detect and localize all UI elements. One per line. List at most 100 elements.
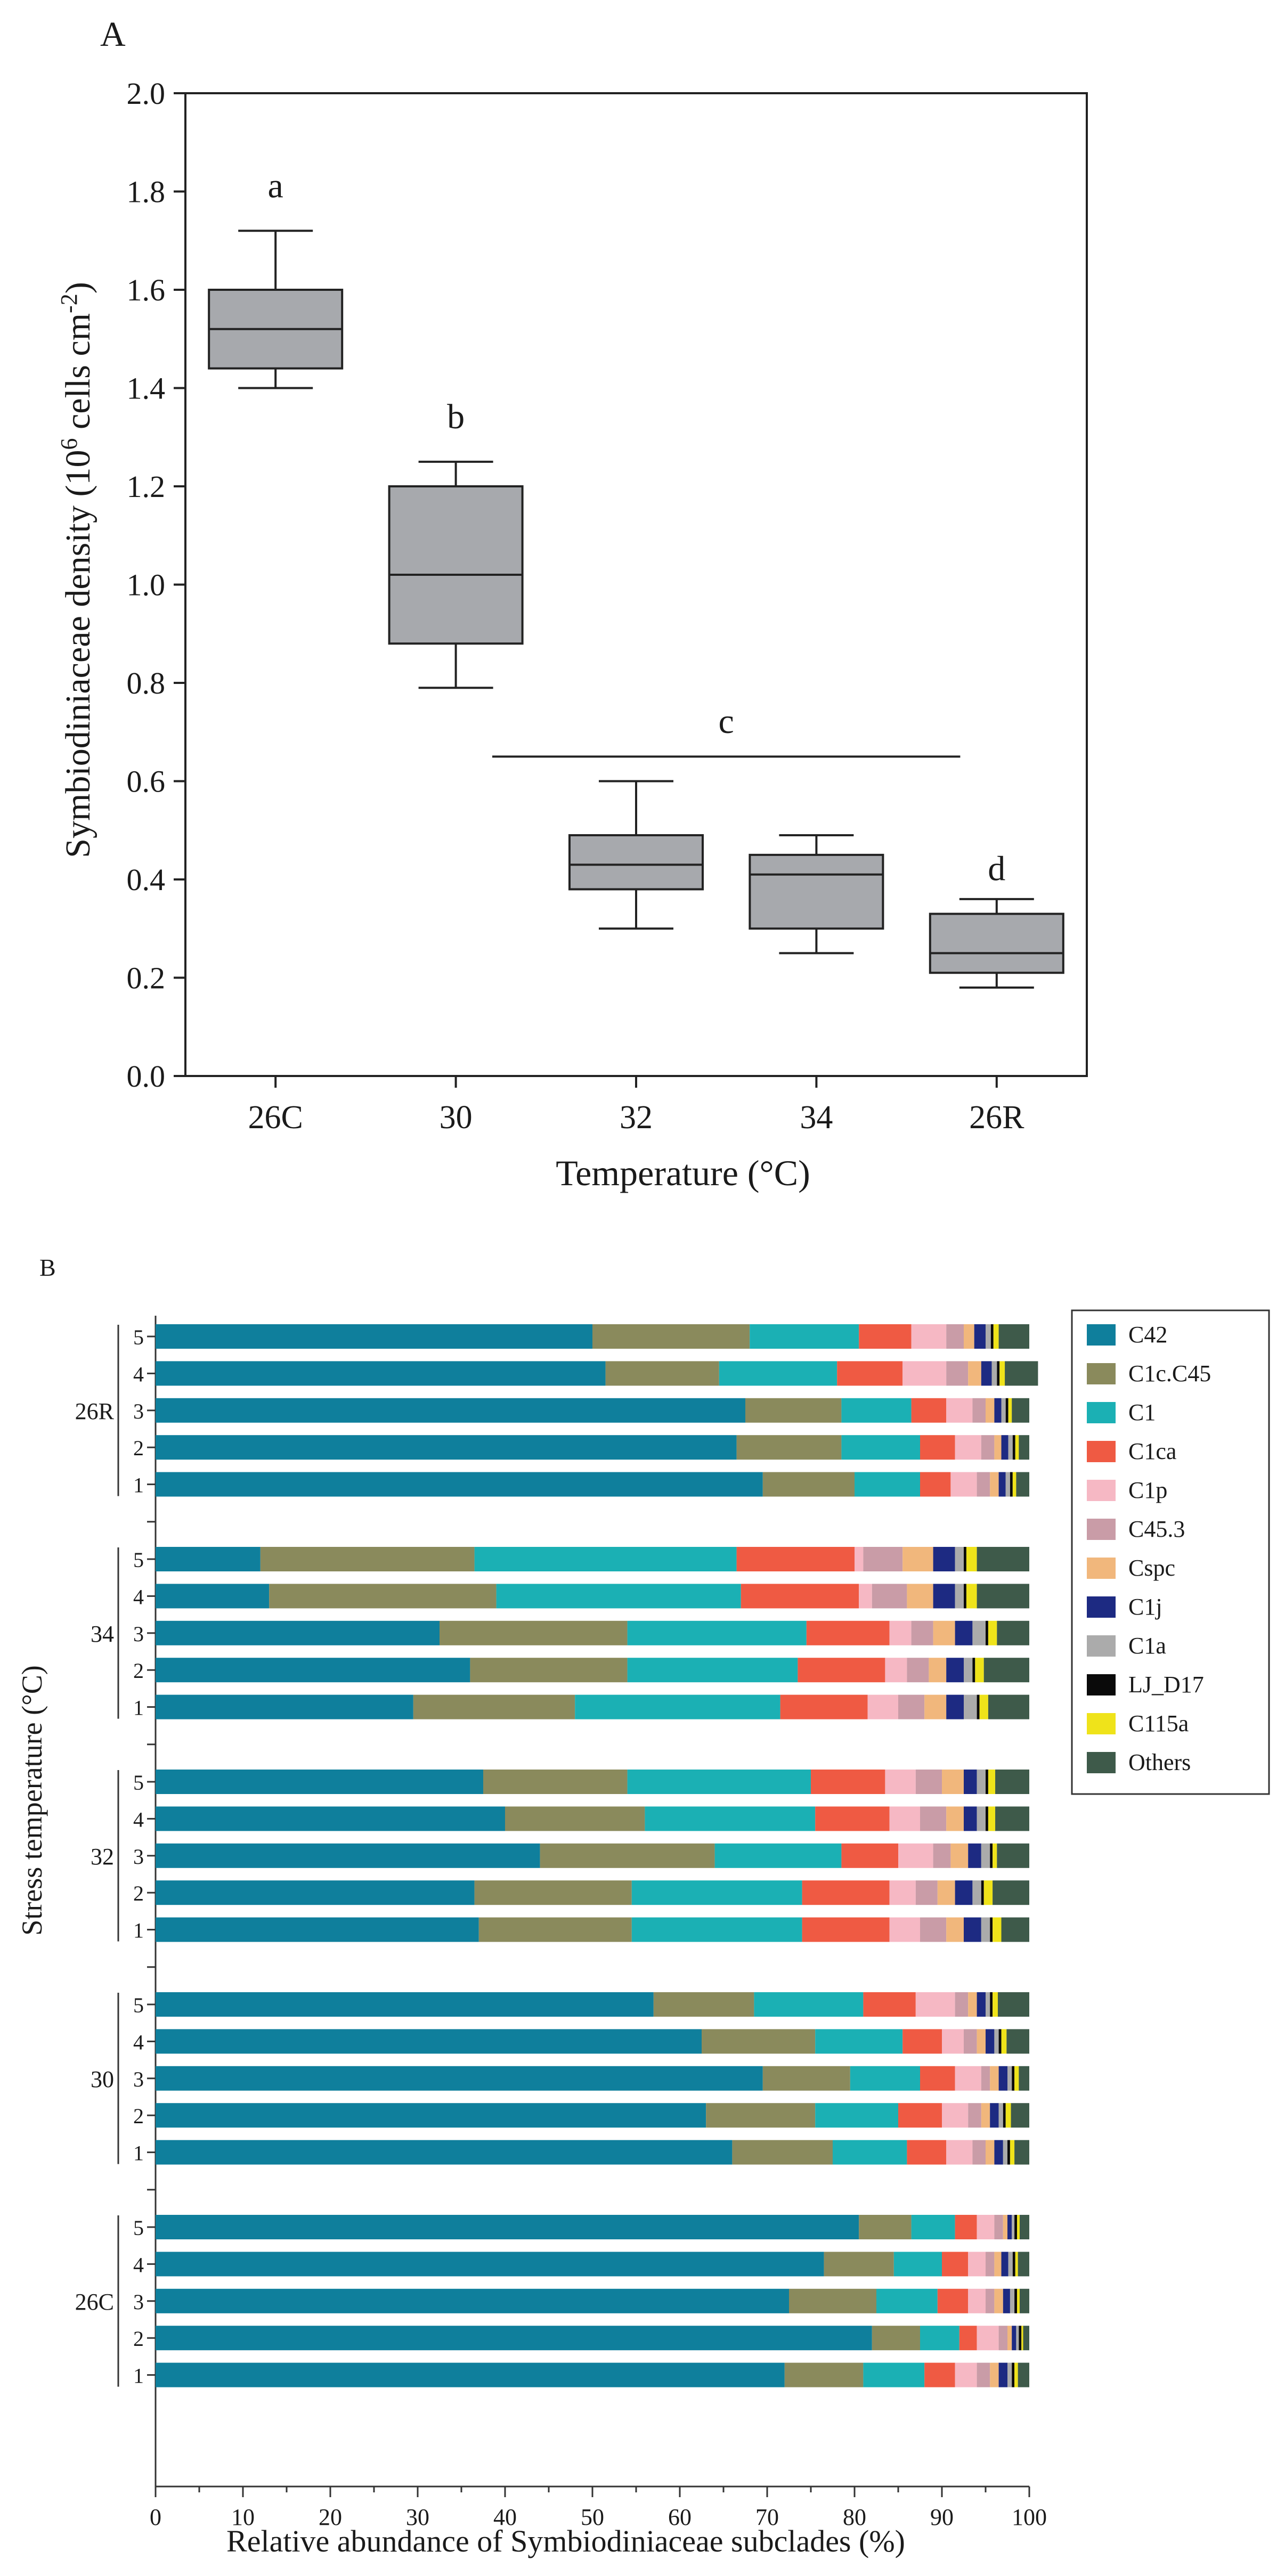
panel-a-y-tick-label: 1.4: [127, 371, 166, 406]
bar-segment-C1c.C45: [269, 1584, 497, 1609]
bar-segment-LJ_D17: [1012, 2362, 1015, 2387]
bar-segment-Others: [1019, 2288, 1029, 2313]
bar-segment-C1a: [981, 1917, 990, 1942]
bar-segment-C42: [156, 2288, 789, 2313]
bar-segment-Others: [977, 1584, 1029, 1609]
bar-segment-C1: [893, 2252, 942, 2277]
bar-segment-C1c.C45: [540, 1843, 715, 1868]
bar-segment-Cspc: [1003, 2215, 1007, 2239]
bar-segment-Cspc: [946, 1806, 964, 1831]
bar-segment-Cspc: [994, 2252, 1002, 2277]
bar-segment-C1a: [986, 1324, 991, 1349]
bar-segment-C45.3: [911, 1620, 933, 1645]
bar-segment-C1ca: [802, 1917, 890, 1942]
bar-segment-C1a: [1008, 1435, 1013, 1460]
bar-segment-C1a: [964, 1658, 973, 1683]
panel-b-sample-label: 2: [133, 1881, 144, 1905]
bar-segment-C1p: [855, 1547, 864, 1571]
bar-segment-LJ_D17: [964, 1584, 966, 1609]
bar-segment-C1ca: [920, 2066, 955, 2091]
bar-segment-C115a: [1021, 2326, 1023, 2351]
bar-segment-Cspc: [950, 1843, 969, 1868]
box-iqr-30: [388, 485, 524, 645]
bar-segment-C45.3: [863, 1547, 903, 1571]
bar-segment-C45.3: [986, 2252, 995, 2277]
bar-segment-C1ca: [902, 2029, 942, 2054]
bar-segment-C1j: [994, 1398, 1002, 1423]
bar-segment-Others: [1016, 1472, 1029, 1497]
bar-segment-C1p: [902, 1361, 947, 1386]
bar-segment-LJ_D17: [1007, 2140, 1010, 2165]
panel-b-x-tick-label: 80: [843, 2504, 866, 2530]
bar-segment-C1a: [981, 1843, 990, 1868]
bar-segment-C1c.C45: [824, 2252, 894, 2277]
panel-b-group-label: 30: [91, 2066, 114, 2092]
panel-a-boxplot: A Symbiodiniaceae density (106 cells cm-…: [56, 15, 1088, 1193]
bar-segment-C1a: [972, 1620, 986, 1645]
panel-b-legend: C42 C1c.C45 C1 C1ca C1p C45.3 Cspc C1j C1a LJ_D17…: [1071, 1309, 1270, 1795]
panel-b-x-tick-label: 70: [755, 2504, 779, 2530]
bar-segment-C115a: [1014, 2066, 1019, 2091]
bar-segment-C1ca: [911, 1398, 947, 1423]
bar-segment-C42: [156, 1770, 483, 1794]
legend-swatch-C1c.C45: [1087, 1363, 1116, 1384]
panel-a-x-tick-label: 32: [620, 1099, 653, 1136]
bar-segment-C1ca: [920, 1472, 951, 1497]
bar-segment-C42: [156, 2103, 706, 2128]
bar-segment-C115a: [1010, 2140, 1015, 2165]
bar-segment-C115a: [1012, 1472, 1016, 1497]
panel-b-sample-label: 4: [133, 2030, 144, 2054]
bar-segment-C45.3: [907, 1658, 929, 1683]
bar-segment-Cspc: [986, 1398, 995, 1423]
bar-segment-Cspc: [964, 1324, 974, 1349]
bar-segment-C115a: [983, 1880, 993, 1905]
bar-segment-C45.3: [920, 1806, 947, 1831]
bar-segment-C1j: [933, 1584, 955, 1609]
bar-segment-C1p: [977, 2215, 995, 2239]
bar-segment-C115a: [1014, 2362, 1018, 2387]
panel-b-x-tick-label: 10: [231, 2504, 255, 2530]
bar-segment-C1j: [946, 1658, 964, 1683]
bar-segment-C1a: [1005, 1472, 1010, 1497]
panel-b-sample-label: 5: [133, 1325, 144, 1349]
bar-segment-Others: [977, 1547, 1029, 1571]
bar-segment-C1a: [1001, 1398, 1006, 1423]
bar-segment-C1ca: [937, 2288, 969, 2313]
bar-segment-C115a: [993, 1843, 997, 1868]
bar-segment-C45.3: [898, 1694, 925, 1719]
bar-segment-C1c.C45: [653, 1992, 754, 2017]
bar-segment-C1: [863, 2362, 925, 2387]
bar-segment-C1p: [946, 1398, 973, 1423]
bar-segment-C115a: [979, 1694, 988, 1719]
bar-segment-Cspc: [937, 1880, 955, 1905]
panel-b-stacked-bars: B Stress temperature (°C) Relative abund…: [16, 1254, 1270, 2558]
panel-a-y-tick-label: 1.0: [127, 568, 166, 602]
bar-segment-C1p: [977, 2326, 999, 2351]
bar-segment-Cspc: [990, 1472, 999, 1497]
bar-segment-Cspc: [902, 1547, 933, 1571]
bar-segment-C1: [815, 2029, 903, 2054]
bar-segment-C1p: [911, 1324, 947, 1349]
bar-segment-C1c.C45: [732, 2140, 833, 2165]
bar-segment-C1c.C45: [762, 2066, 850, 2091]
bar-segment-Others: [1006, 2029, 1029, 2054]
bar-segment-Others: [1018, 2252, 1029, 2277]
bar-segment-LJ_D17: [998, 2029, 1002, 2054]
bar-segment-C1c.C45: [745, 1398, 842, 1423]
box-iqr-34: [749, 853, 884, 930]
bar-segment-C115a: [993, 1917, 1002, 1942]
panel-b-sample-label: 4: [133, 1807, 144, 1831]
bar-segment-C1j: [998, 2066, 1007, 2091]
legend-label-C1j: C1j: [1128, 1594, 1162, 1620]
bar-segment-C1ca: [798, 1658, 885, 1683]
legend-swatch-LJ_D17: [1087, 1674, 1116, 1695]
bar-segment-C1j: [981, 1361, 992, 1386]
panel-b-label: B: [39, 1254, 56, 1281]
bar-segment-C1p: [889, 1806, 920, 1831]
bar-segment-LJ_D17: [1003, 2103, 1006, 2128]
bar-segment-C1: [754, 1992, 864, 2017]
bar-segment-C1a: [964, 1694, 977, 1719]
legend-swatch-C1: [1087, 1402, 1116, 1423]
panel-a-x-axis-label: Temperature (°C): [556, 1153, 810, 1193]
